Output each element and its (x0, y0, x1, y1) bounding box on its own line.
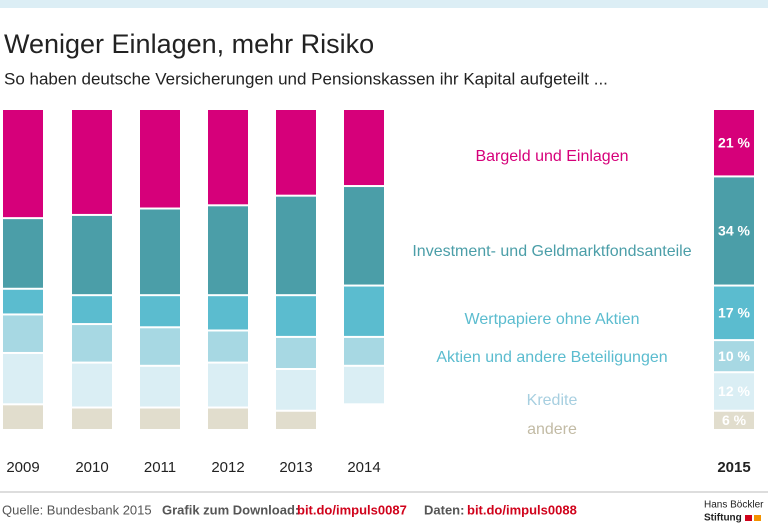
bar-segment (140, 366, 180, 407)
bar-segment (714, 286, 754, 340)
value-label: 21 % (718, 134, 750, 150)
bar-segment (208, 331, 248, 362)
bar-segment (344, 286, 384, 336)
x-tick-label: 2010 (75, 459, 108, 476)
x-tick-label: 2009 (6, 459, 39, 476)
legend-label: Kredite (527, 392, 578, 409)
bar-segment (714, 341, 754, 372)
logo-mark (745, 515, 752, 521)
bar-segment (72, 363, 112, 407)
footer-download-link[interactable]: bit.do/impuls0087 (297, 502, 407, 517)
bar-segment (276, 196, 316, 295)
bar-segment (140, 209, 180, 295)
bar-segment (344, 110, 384, 186)
bar-segment (276, 411, 316, 429)
value-label: 10 % (718, 348, 750, 364)
bar-segment (72, 110, 112, 214)
bar-segment (140, 408, 180, 429)
bar-segment (208, 408, 248, 429)
legend-label: Aktien und andere Beteiligungen (436, 349, 667, 366)
legend-label: Investment- und Geldmarktfondsanteile (412, 243, 691, 260)
footer-data-link[interactable]: bit.do/impuls0088 (467, 502, 577, 517)
value-label: 12 % (718, 383, 750, 399)
bar-segment (3, 353, 43, 404)
bar-segment (344, 337, 384, 365)
legend-label: Wertpapiere ohne Aktien (465, 311, 640, 328)
legend-label: Bargeld und Einlagen (475, 148, 628, 165)
bar-segment (276, 110, 316, 195)
value-label: 17 % (718, 305, 750, 321)
logo-line1: Hans Böckler (704, 500, 764, 511)
bar-segment (208, 363, 248, 407)
bar-segment (208, 110, 248, 205)
bar-segment (276, 370, 316, 410)
bar-segment (714, 177, 754, 285)
logo-line2: Stiftung (704, 513, 742, 524)
bar-segment (72, 408, 112, 429)
bar-segment (72, 296, 112, 324)
footer-data-label: Daten: (424, 502, 464, 517)
x-tick-label: 2015 (717, 459, 750, 476)
bar-segment (344, 187, 384, 285)
bar-segment (3, 219, 43, 288)
bar-segment (140, 328, 180, 365)
value-label: 6 % (722, 412, 747, 428)
footer-source: Quelle: Bundesbank 2015 (2, 502, 152, 517)
legend-label: andere (527, 421, 577, 438)
chart-title: Weniger Einlagen, mehr Risiko (4, 29, 374, 59)
chart-subtitle: So haben deutsche Versicherungen und Pen… (4, 69, 608, 88)
bar-segment (276, 337, 316, 369)
bar-segment (140, 110, 180, 208)
bar-segment (3, 110, 43, 218)
top-band (0, 0, 768, 8)
bar-segment (714, 110, 754, 176)
x-tick-label: 2013 (279, 459, 312, 476)
bar-segment (3, 289, 43, 314)
bar-segment (72, 325, 112, 362)
bar-segment (344, 366, 384, 404)
logo-mark (754, 515, 761, 521)
bar-segment (140, 296, 180, 327)
bar-segment (276, 296, 316, 336)
x-tick-label: 2011 (144, 459, 176, 476)
bar-segment (208, 296, 248, 330)
bar-segment (714, 411, 754, 429)
bar-segment (3, 405, 43, 429)
bar-segment (72, 215, 112, 295)
value-label: 34 % (718, 223, 750, 239)
bar-segment (3, 315, 43, 352)
bar-segment (714, 373, 754, 410)
footer-download-label: Grafik zum Download: (162, 502, 299, 517)
x-tick-label: 2012 (211, 459, 244, 476)
bar-segment (208, 206, 248, 295)
x-tick-label: 2014 (347, 459, 380, 476)
